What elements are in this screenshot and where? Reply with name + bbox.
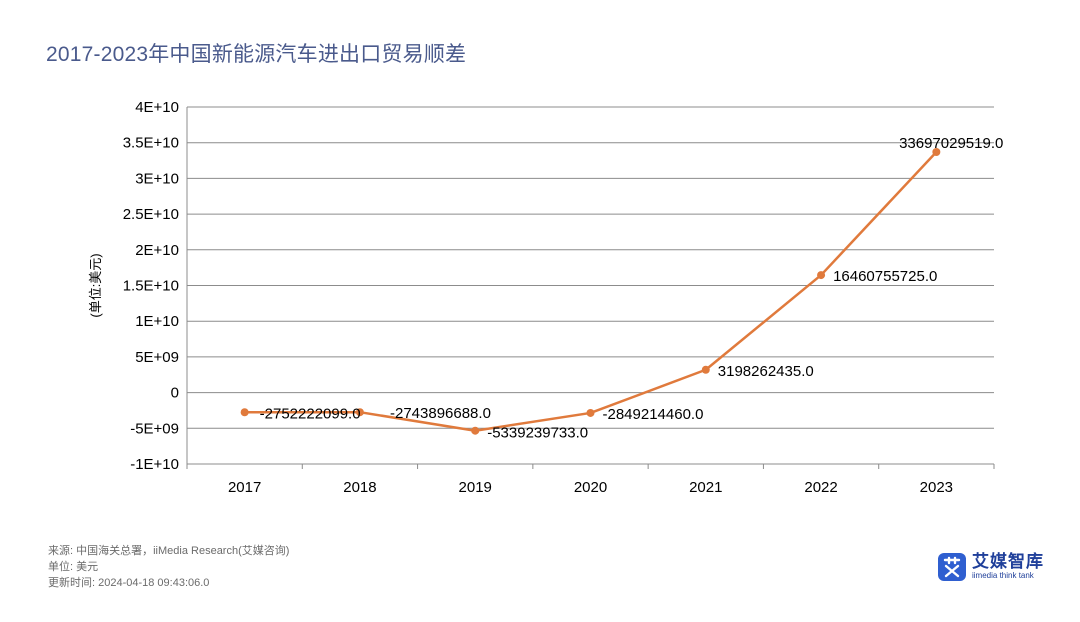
data-label: -2849214460.0	[603, 406, 704, 423]
data-point	[701, 365, 710, 374]
source-note: 来源: 中国海关总署，iiMedia Research(艾媒咨询)	[48, 545, 290, 557]
page-title: 2017-2023年中国新能源汽车进出口贸易顺差	[46, 43, 467, 66]
y-tick-label: 3E+10	[135, 170, 179, 187]
data-label: -5339239733.0	[487, 425, 588, 442]
y-axis-title: (单位:美元)	[88, 253, 103, 317]
data-point	[355, 408, 364, 417]
x-tick-label: 2022	[804, 479, 837, 496]
x-tick-label: 2017	[228, 479, 261, 496]
y-tick-label: 1.5E+10	[123, 278, 179, 295]
data-point	[471, 426, 480, 435]
y-tick-label: 3.5E+10	[123, 135, 179, 152]
y-tick-label: 1E+10	[135, 313, 179, 330]
data-label: 33697029519.0	[899, 135, 1003, 152]
series-line	[244, 151, 938, 432]
x-tick-label: 2018	[343, 479, 376, 496]
y-tick-label: 0	[171, 385, 179, 402]
data-label: -2752222099.0	[260, 405, 361, 422]
brand-mark-icon	[943, 556, 961, 578]
x-tick-label: 2020	[574, 479, 607, 496]
unit-note: 单位: 美元	[48, 561, 99, 573]
x-tick-label: 2019	[459, 479, 492, 496]
brand-name: 艾媒智库	[972, 552, 1044, 571]
brand-subtitle: iimedia think tank	[972, 571, 1034, 580]
data-point	[817, 271, 826, 280]
update-time: 更新时间: 2024-04-18 09:43:06.0	[48, 577, 210, 589]
y-tick-label: 2.5E+10	[123, 206, 179, 223]
footer: 来源: 中国海关总署，iiMedia Research(艾媒咨询) 单位: 美元…	[48, 543, 289, 591]
y-tick-label: 5E+09	[135, 349, 179, 366]
data-label: -2743896688.0	[390, 405, 491, 422]
x-tick-label: 2023	[920, 479, 953, 496]
data-point	[932, 148, 941, 157]
y-tick-label: 4E+10	[135, 99, 179, 116]
y-tick-label: -1E+10	[130, 456, 179, 473]
data-label: 16460755725.0	[833, 268, 937, 285]
data-label: 3198262435.0	[718, 363, 814, 380]
brand-logo-block: 艾媒智库 iimedia think tank	[938, 553, 1044, 581]
y-tick-label: 2E+10	[135, 242, 179, 259]
brand-logo-icon	[938, 553, 966, 581]
data-point	[240, 408, 249, 417]
x-tick-label: 2021	[689, 479, 722, 496]
data-point	[586, 408, 595, 417]
y-tick-label: -5E+09	[130, 420, 179, 437]
